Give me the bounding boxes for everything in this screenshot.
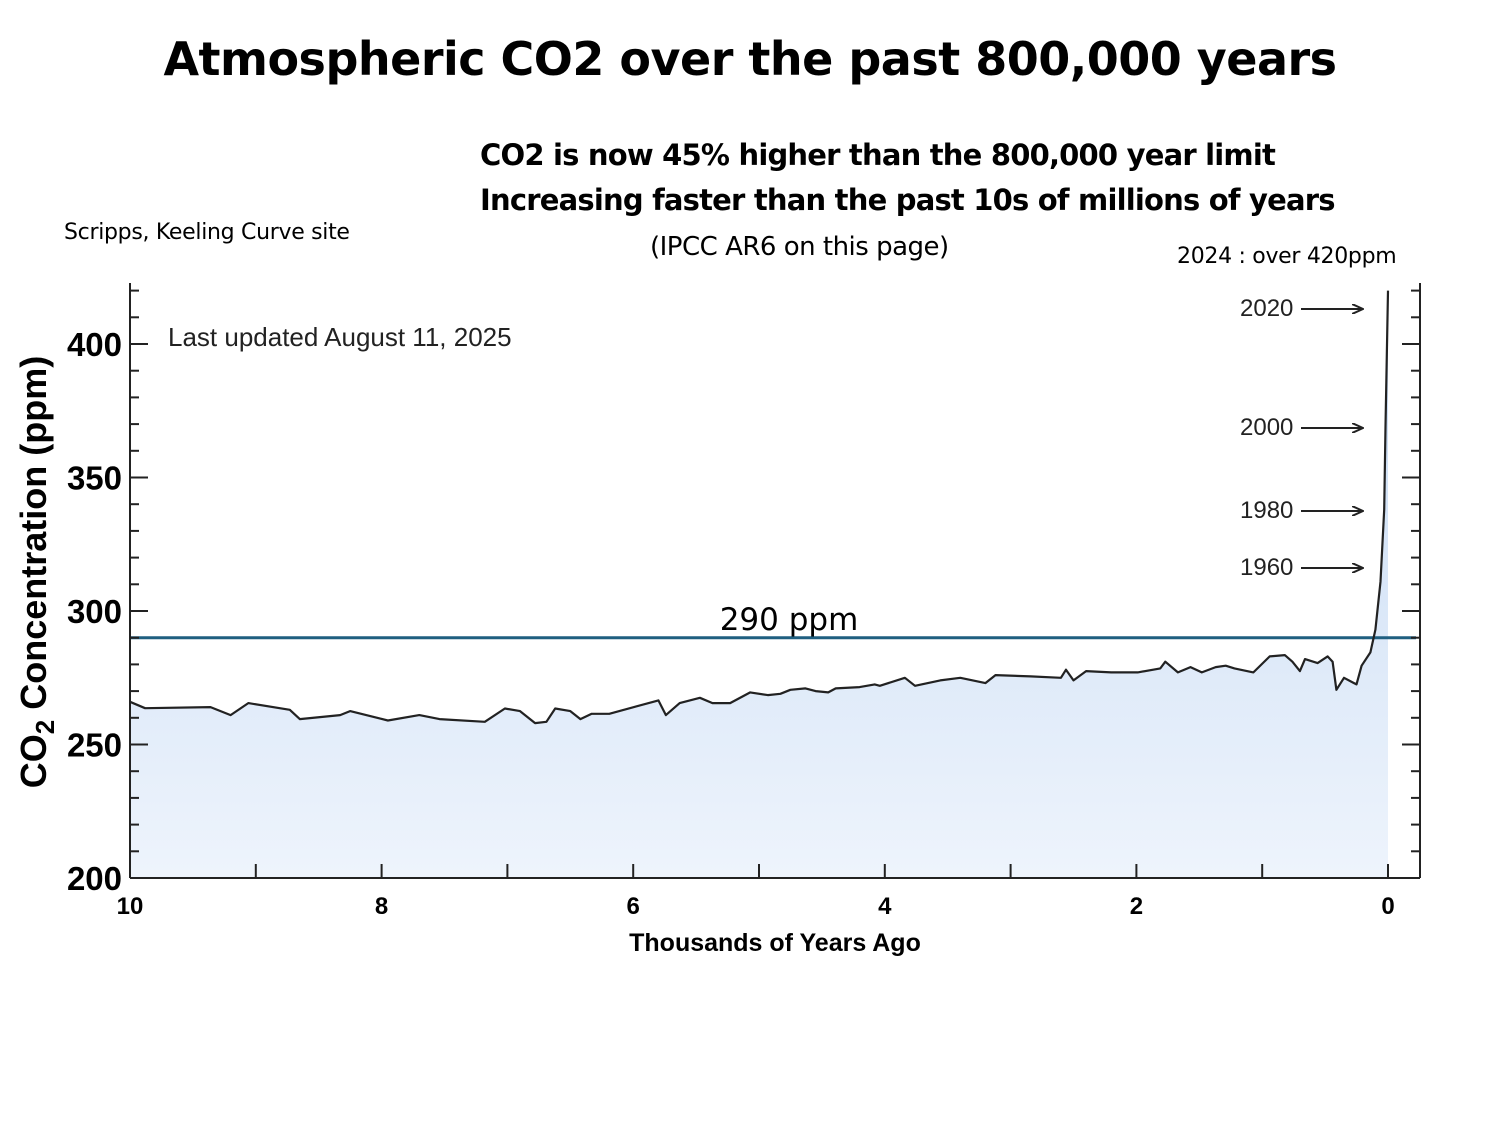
year-annotation-1960: 1960 bbox=[1240, 554, 1293, 581]
y-tick-label: 200 bbox=[67, 860, 122, 897]
last-updated-label: Last updated August 11, 2025 bbox=[168, 322, 512, 352]
y-axis-title-subscript: 2 bbox=[30, 720, 60, 734]
y-axis-title-suffix: Concentration (ppm) bbox=[13, 356, 54, 720]
source-note: Scripps, Keeling Curve site bbox=[64, 220, 350, 245]
y-tick-label: 250 bbox=[67, 727, 122, 764]
page-title: Atmospheric CO2 over the past 800,000 ye… bbox=[163, 32, 1337, 86]
headline-increasing-faster: Increasing faster than the past 10s of m… bbox=[480, 183, 1335, 217]
year-annotation-2000: 2000 bbox=[1240, 414, 1293, 441]
x-axis-title: Thousands of Years Ago bbox=[629, 929, 921, 957]
x-tick-label: 10 bbox=[117, 893, 144, 920]
co2-area-fill bbox=[130, 290, 1388, 879]
co2-series-line bbox=[129, 290, 1390, 725]
y-axis-title: CO2 Concentration (ppm) bbox=[13, 356, 60, 788]
y-tick-label: 400 bbox=[67, 326, 122, 363]
x-tick-label: 4 bbox=[878, 893, 892, 920]
x-tick-label: 2 bbox=[1130, 893, 1143, 920]
current-level-note: 2024 : over 420ppm bbox=[1177, 244, 1397, 269]
reference-line-label: 290 ppm bbox=[720, 602, 859, 638]
x-tick-label: 0 bbox=[1381, 893, 1394, 920]
ipcc-note: (IPCC AR6 on this page) bbox=[650, 232, 949, 262]
x-tick-label: 6 bbox=[627, 893, 640, 920]
y-axis-title-prefix: CO bbox=[13, 734, 54, 788]
x-tick-label: 8 bbox=[375, 893, 388, 920]
year-annotation-1980: 1980 bbox=[1240, 497, 1293, 524]
y-tick-label: 350 bbox=[67, 460, 122, 497]
y-tick-label: 300 bbox=[67, 593, 122, 630]
year-annotation-2020: 2020 bbox=[1240, 295, 1293, 322]
headline-percent-higher: CO2 is now 45% higher than the 800,000 y… bbox=[480, 138, 1276, 172]
